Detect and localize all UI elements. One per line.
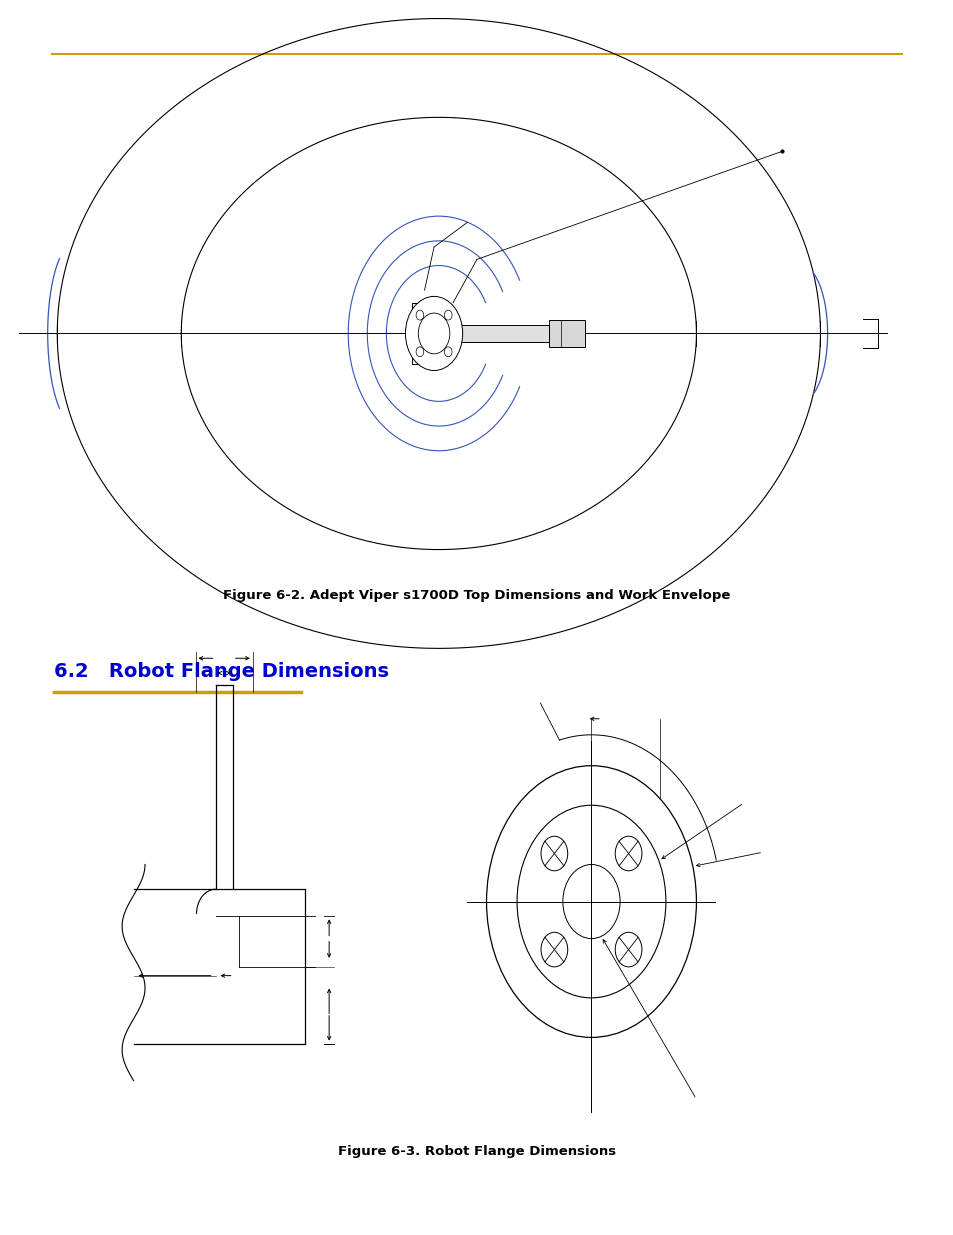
Circle shape: [417, 314, 449, 354]
Circle shape: [540, 836, 567, 871]
Circle shape: [540, 932, 567, 967]
Circle shape: [615, 932, 641, 967]
Text: 6.2   Robot Flange Dimensions: 6.2 Robot Flange Dimensions: [54, 662, 389, 682]
Circle shape: [517, 805, 665, 998]
Bar: [438, 325, 548, 342]
Circle shape: [615, 836, 641, 871]
Text: Figure 6-2. Adept Viper s1700D Top Dimensions and Work Envelope: Figure 6-2. Adept Viper s1700D Top Dimen…: [223, 589, 730, 601]
Text: Figure 6-3. Robot Flange Dimensions: Figure 6-3. Robot Flange Dimensions: [337, 1145, 616, 1157]
Circle shape: [416, 347, 423, 357]
Bar: [412, 303, 438, 364]
Circle shape: [405, 296, 462, 370]
Circle shape: [444, 310, 452, 320]
Circle shape: [562, 864, 619, 939]
Circle shape: [486, 766, 696, 1037]
Bar: [548, 320, 584, 347]
Circle shape: [444, 347, 452, 357]
Circle shape: [416, 310, 423, 320]
